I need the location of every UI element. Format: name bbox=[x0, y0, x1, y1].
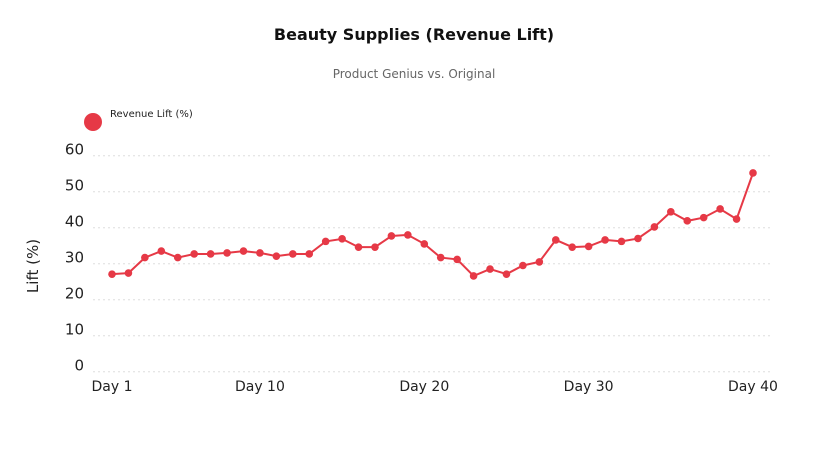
data-point bbox=[338, 235, 346, 243]
y-tick-label: 20 bbox=[65, 285, 84, 303]
data-point bbox=[699, 213, 708, 222]
legend-marker bbox=[84, 113, 102, 131]
x-tick-label: Day 40 bbox=[728, 379, 778, 395]
series-line bbox=[111, 172, 754, 278]
y-axis-label: Lift (%) bbox=[24, 239, 42, 293]
legend-label: Revenue Lift (%) bbox=[110, 109, 193, 120]
y-tick-label: 10 bbox=[65, 321, 84, 339]
data-point bbox=[683, 217, 692, 225]
data-point bbox=[141, 253, 149, 262]
data-point bbox=[486, 265, 494, 273]
data-point bbox=[404, 231, 412, 239]
data-point bbox=[387, 232, 396, 240]
data-point bbox=[716, 205, 724, 213]
data-point bbox=[256, 249, 264, 257]
data-point bbox=[584, 242, 593, 251]
data-point bbox=[469, 272, 478, 280]
data-point bbox=[519, 261, 527, 270]
y-tick-label: 40 bbox=[65, 213, 84, 231]
y-tick-label: 60 bbox=[65, 141, 84, 159]
data-point bbox=[157, 247, 166, 255]
data-point bbox=[420, 240, 429, 248]
data-point bbox=[535, 258, 544, 266]
data-point bbox=[502, 270, 511, 278]
data-point bbox=[124, 269, 133, 277]
data-point bbox=[634, 234, 642, 243]
data-point bbox=[551, 236, 560, 244]
data-point bbox=[732, 215, 741, 223]
x-tick-label: Day 20 bbox=[399, 379, 449, 395]
x-tick-label: Day 1 bbox=[91, 379, 132, 395]
data-point bbox=[239, 247, 248, 255]
legend: Revenue Lift (%) bbox=[84, 109, 193, 131]
y-tick-label: 30 bbox=[65, 249, 84, 267]
y-tick-label: 50 bbox=[65, 177, 84, 195]
data-point bbox=[749, 169, 757, 177]
data-point bbox=[650, 223, 659, 231]
data-point bbox=[667, 208, 675, 216]
data-point bbox=[108, 270, 116, 278]
chart-title: Beauty Supplies (Revenue Lift) bbox=[274, 25, 554, 44]
y-tick-label: 0 bbox=[74, 357, 84, 375]
x-tick-label: Day 30 bbox=[564, 379, 614, 395]
data-point bbox=[321, 237, 330, 246]
data-point bbox=[272, 252, 281, 260]
data-point bbox=[305, 250, 314, 258]
data-point bbox=[288, 250, 297, 258]
data-point bbox=[568, 243, 577, 251]
data-point bbox=[453, 255, 461, 264]
data-point bbox=[354, 243, 363, 251]
chart-subtitle: Product Genius vs. Original bbox=[333, 67, 496, 81]
data-point bbox=[190, 250, 198, 258]
data-point bbox=[617, 237, 626, 246]
x-tick-label: Day 10 bbox=[235, 379, 285, 395]
data-point bbox=[206, 250, 215, 258]
data-point bbox=[601, 236, 609, 244]
data-point bbox=[173, 253, 182, 262]
data-point bbox=[436, 253, 445, 262]
data-point bbox=[223, 249, 231, 257]
data-point bbox=[371, 243, 379, 251]
